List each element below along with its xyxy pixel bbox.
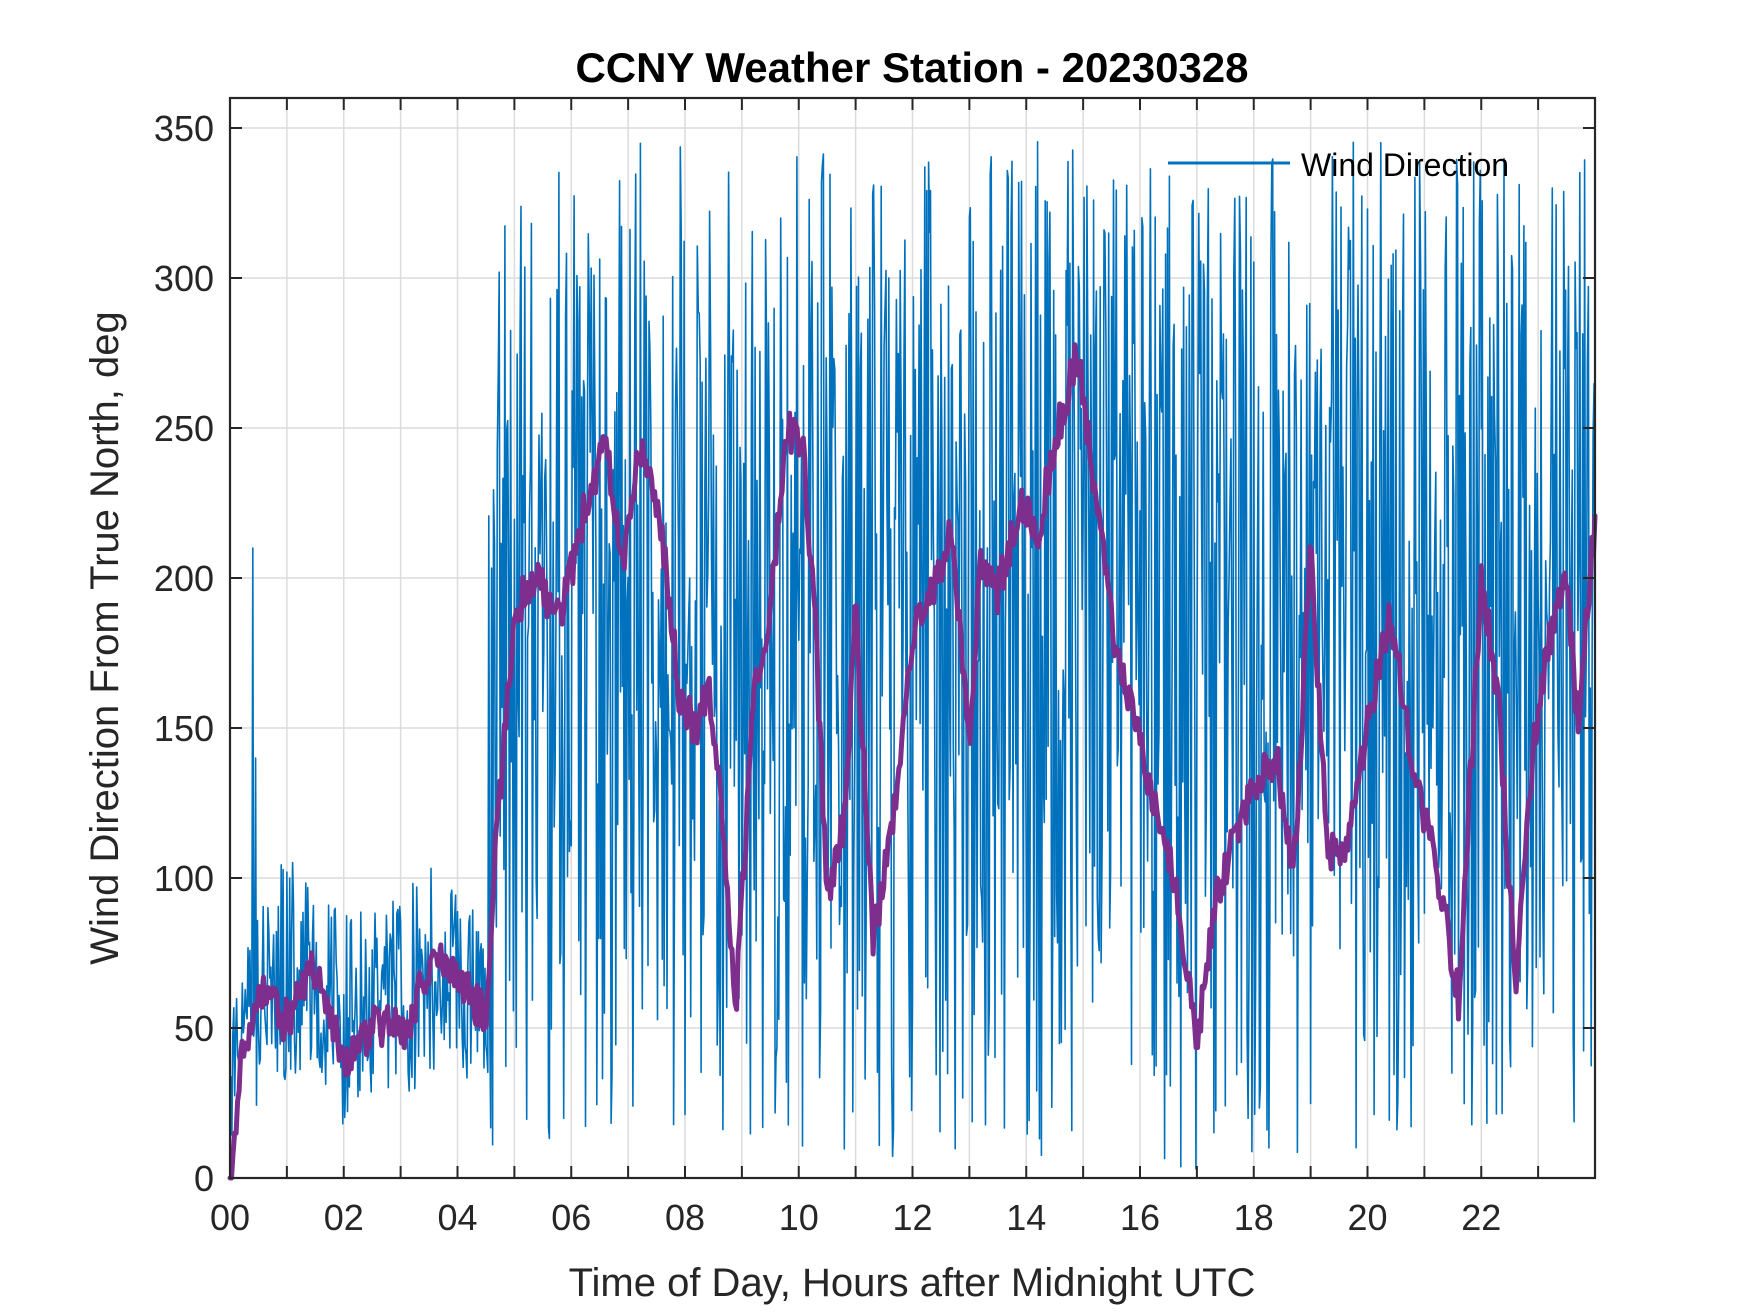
y-tick-label: 150: [154, 708, 214, 749]
x-tick-label: 04: [437, 1197, 477, 1238]
series-running-mean: [227, 342, 1598, 1181]
legend-label-wind-direction: Wind Direction: [1301, 147, 1509, 183]
x-tick-label: 14: [1006, 1197, 1046, 1238]
x-tick-label: 00: [210, 1197, 250, 1238]
series-wind-direction: [229, 141, 1596, 1179]
x-tick-label: 20: [1347, 1197, 1387, 1238]
x-tick-label: 10: [779, 1197, 819, 1238]
legend: Wind Direction: [1168, 147, 1509, 183]
y-tick-label: 100: [154, 858, 214, 899]
x-tick-label: 22: [1461, 1197, 1501, 1238]
x-tick-label: 18: [1234, 1197, 1274, 1238]
x-tick-label: 06: [551, 1197, 591, 1238]
y-tick-label: 50: [174, 1008, 214, 1049]
x-tick-label: 02: [324, 1197, 364, 1238]
x-tick-label: 08: [665, 1197, 705, 1238]
chart-title: CCNY Weather Station - 20230328: [575, 44, 1248, 91]
running-mean-line: [227, 342, 1598, 1181]
ticks: 00 02 04 06 08 10 12 14 16 18 20 22 0 50 100 150 200 250 3…: [154, 98, 1596, 1238]
y-tick-label: 250: [154, 408, 214, 449]
y-tick-label: 300: [154, 258, 214, 299]
y-tick-label: 0: [194, 1158, 214, 1199]
x-tick-label: 16: [1120, 1197, 1160, 1238]
y-tick-label: 200: [154, 558, 214, 599]
x-tick-label: 12: [892, 1197, 932, 1238]
wind-direction-line: [229, 141, 1596, 1179]
y-tick-label: 350: [154, 108, 214, 149]
y-axis-label: Wind Direction From True North, deg: [83, 311, 127, 965]
x-axis-label: Time of Day, Hours after Midnight UTC: [569, 1261, 1256, 1305]
